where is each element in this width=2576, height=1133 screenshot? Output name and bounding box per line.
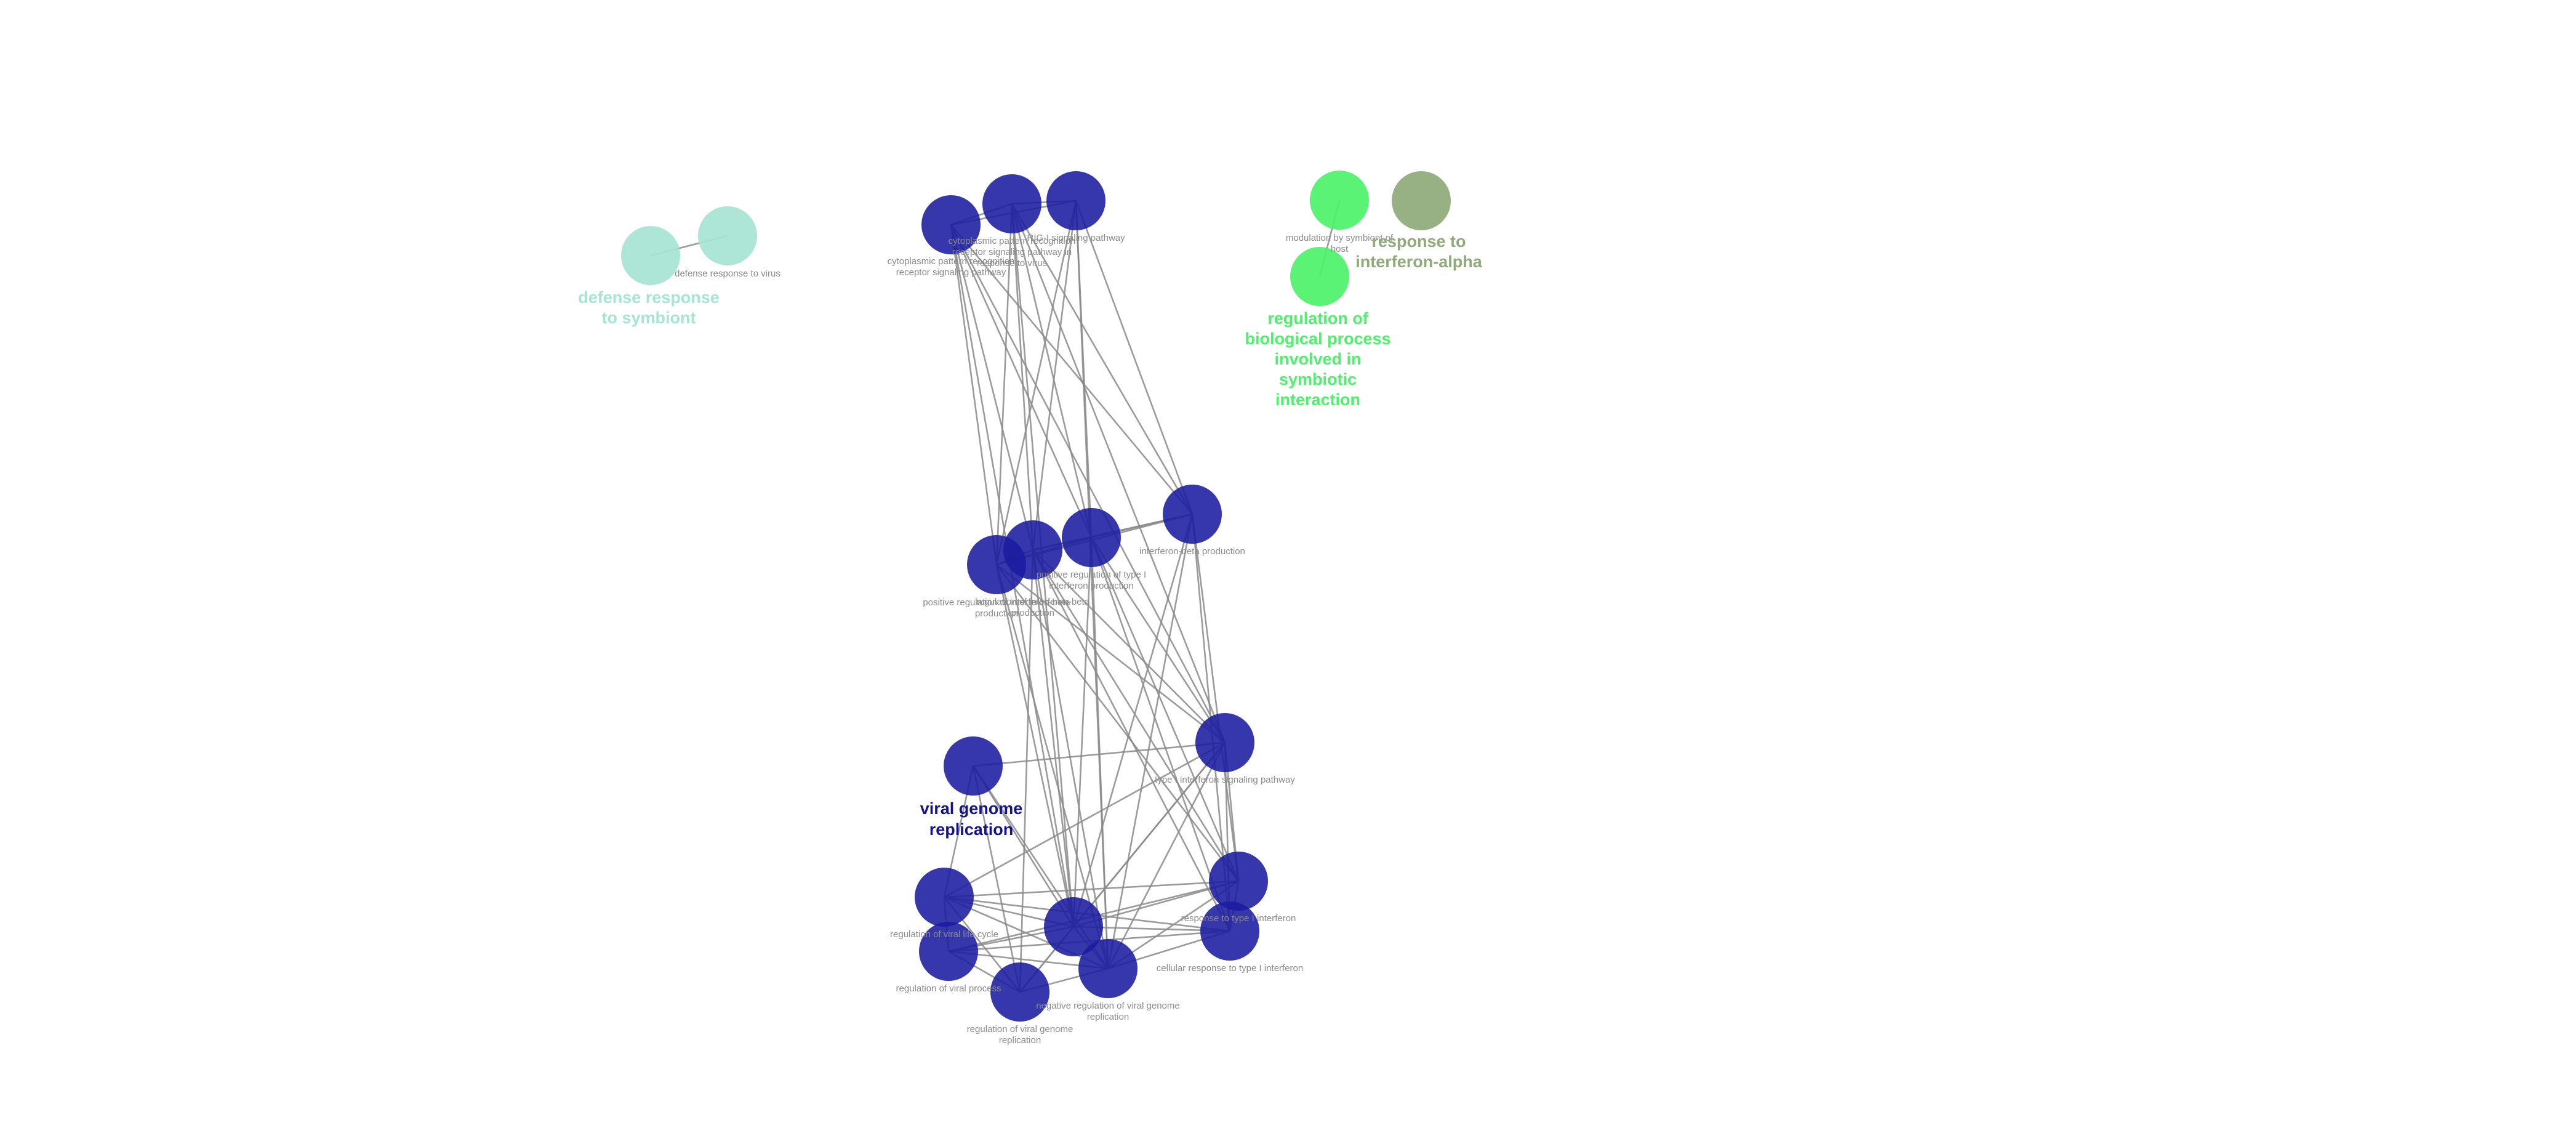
node-labels-layer: defense response to virus modulation by s… xyxy=(675,233,1394,1046)
node-label-n13: type I interferon signaling pathway xyxy=(1155,775,1295,785)
edge-n13-n17 xyxy=(944,741,1226,898)
node-label-n20: negative regulation of viral genome repli… xyxy=(1036,1001,1179,1022)
edge-n10-n15 xyxy=(995,564,1240,882)
node-label-n6: cytoplasmic pattern recognition receptor … xyxy=(888,256,1015,278)
node-n14[interactable] xyxy=(944,736,1003,796)
edge-n11-n15 xyxy=(1032,549,1240,882)
edge-n9-n19 xyxy=(1072,514,1194,927)
edge-n7-n13 xyxy=(1011,203,1226,743)
group-label-g2: regulation of biological process involved … xyxy=(1245,309,1390,409)
node-n15[interactable] xyxy=(1209,852,1268,911)
edge-n10-n13 xyxy=(996,563,1226,744)
edge-n7-n9 xyxy=(1011,203,1194,515)
edge-n6-n10 xyxy=(950,224,998,565)
node-n21[interactable] xyxy=(990,962,1049,1022)
node-label-n21: regulation of viral genome replication xyxy=(967,1024,1073,1046)
node-n7[interactable] xyxy=(982,174,1041,233)
node-n20[interactable] xyxy=(1078,939,1138,998)
node-label-n10: positive regulation of interferon-beta pr… xyxy=(923,597,1070,619)
node-n11[interactable] xyxy=(1003,520,1062,579)
edge-n8-n11 xyxy=(1032,200,1077,550)
edge-n12-n16 xyxy=(1090,537,1231,932)
edge-n11-n16 xyxy=(1032,549,1231,932)
edge-n7-n12 xyxy=(1011,203,1093,538)
group-label-g3: response to interferon-alpha xyxy=(1355,232,1483,271)
node-label-n15: response to type I interferon xyxy=(1181,913,1296,924)
node-label-n9: interferon-beta production xyxy=(1139,546,1245,557)
node-n13[interactable] xyxy=(1195,713,1254,772)
edge-n12-n20 xyxy=(1090,537,1109,969)
node-n16[interactable] xyxy=(1200,901,1259,961)
node-label-n17: regulation of viral life cycle xyxy=(890,929,998,940)
node-n19[interactable] xyxy=(1044,897,1103,956)
edge-n11-n21 xyxy=(1019,549,1034,993)
edge-n15-n17 xyxy=(944,880,1239,898)
node-n6[interactable] xyxy=(921,195,981,254)
node-label-n3: modulation by symbiont of host xyxy=(1286,233,1394,254)
edge-n12-n15 xyxy=(1090,537,1240,882)
edge-n17-n20 xyxy=(944,896,1109,970)
edge-n6-n11 xyxy=(950,224,1034,550)
nodes-layer xyxy=(621,171,1451,1022)
edge-n9-n20 xyxy=(1107,514,1194,969)
edge-n8-n9 xyxy=(1075,200,1194,515)
node-n3[interactable] xyxy=(1310,171,1369,230)
node-n2[interactable] xyxy=(698,206,757,265)
node-label-n11: regulation of interferon-beta production xyxy=(976,597,1090,618)
edge-n14-n19 xyxy=(972,765,1075,927)
edge-n7-n10 xyxy=(995,203,1013,565)
edge-n13-n20 xyxy=(1107,742,1226,969)
node-label-n8: RIG-I signaling pathway xyxy=(1027,233,1125,243)
node-n18[interactable] xyxy=(919,922,978,981)
edge-n10-n20 xyxy=(995,564,1109,969)
node-label-n16: cellular response to type I interferon xyxy=(1157,963,1303,974)
edge-n14-n13 xyxy=(973,741,1226,767)
edge-n14-n21 xyxy=(972,765,1021,993)
node-n4[interactable] xyxy=(1290,247,1349,306)
node-n5[interactable] xyxy=(1392,171,1451,230)
node-label-n2: defense response to virus xyxy=(675,268,780,279)
edge-n12-n19 xyxy=(1072,537,1093,927)
edge-n6-n12 xyxy=(950,224,1093,538)
edge-n11-n19 xyxy=(1032,549,1075,927)
group-label-g1: defense response to symbiont xyxy=(578,288,720,327)
node-n8[interactable] xyxy=(1046,171,1105,230)
node-n12[interactable] xyxy=(1062,508,1121,567)
group-label-g4: viral genome replication xyxy=(920,799,1023,839)
edge-n9-n15 xyxy=(1191,514,1240,882)
edge-n12-n13 xyxy=(1090,537,1226,743)
group-labels-layer: defense response to symbiont regulation of… xyxy=(578,232,1483,839)
node-label-n18: regulation of viral process xyxy=(896,983,1001,994)
edge-n7-n11 xyxy=(1011,203,1034,550)
node-n9[interactable] xyxy=(1163,485,1222,544)
node-n1[interactable] xyxy=(621,226,680,285)
edge-n6-n9 xyxy=(950,224,1193,515)
node-n17[interactable] xyxy=(915,868,974,927)
node-label-n7: cytoplasmic pattern recognition receptor … xyxy=(949,236,1076,268)
edge-n10-n19 xyxy=(995,564,1075,927)
edge-n8-n10 xyxy=(995,200,1077,565)
